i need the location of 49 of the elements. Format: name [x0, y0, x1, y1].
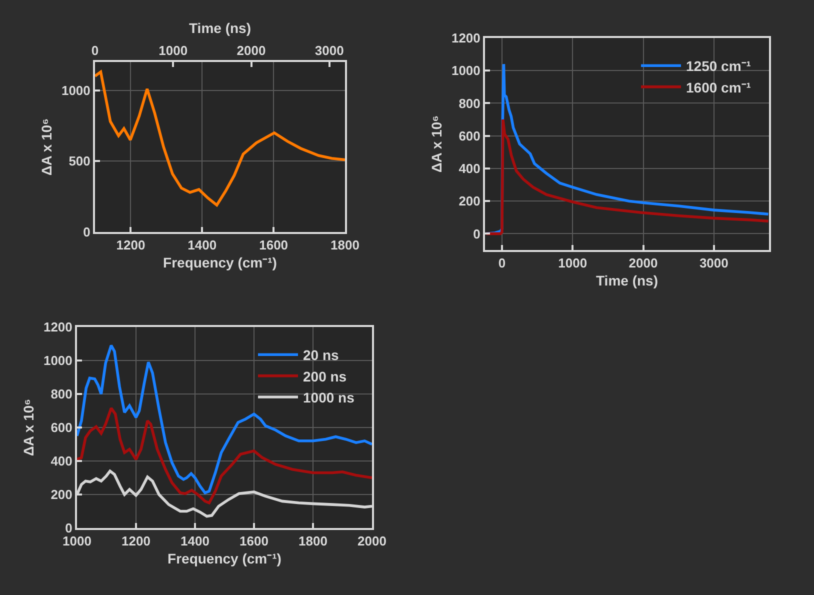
x2-tick-label: 2000: [236, 42, 266, 58]
x-tick-label: 3000: [699, 256, 728, 271]
y-axis-title: ΔA x 10⁶: [428, 115, 445, 173]
x-tick-label: 2000: [358, 534, 386, 549]
x2-tick-label: 3000: [314, 42, 344, 58]
legend-label: 1250 cm⁻¹: [686, 58, 752, 74]
x-tick-label: 1600: [240, 534, 268, 549]
x-tick-label: 1200: [122, 534, 150, 549]
y-tick-label: 400: [458, 161, 480, 176]
y-tick-label: 1200: [43, 320, 72, 335]
y-tick-label: 1200: [451, 30, 480, 46]
x-tick-label: 1400: [180, 534, 210, 549]
x-tick-label: 1200: [116, 238, 146, 253]
x-tick-label: 1000: [558, 256, 588, 271]
y-tick-label: 0: [83, 224, 90, 240]
legend-label: 20 ns: [303, 347, 340, 364]
legend-label: 1600 cm⁻¹: [686, 79, 752, 96]
y-tick-label: 200: [50, 487, 72, 502]
y-tick-label: 0: [65, 520, 72, 536]
y-tick-label: 1000: [43, 353, 72, 368]
y-tick-label: 1000: [451, 63, 480, 78]
line-series: [95, 70, 345, 206]
y-tick-label: 500: [68, 154, 90, 169]
x-tick-label: 2000: [628, 256, 658, 271]
line-series: [77, 406, 372, 504]
y-tick-label: 800: [50, 386, 72, 402]
x-tick-label: 1800: [330, 238, 360, 253]
x2-tick-label: 1000: [158, 42, 188, 58]
y-tick-label: 600: [458, 128, 480, 144]
x-tick-label: 1600: [259, 238, 288, 253]
y-tick-label: 400: [50, 454, 72, 469]
line-series: [77, 344, 372, 494]
legend-label: 1000 ns: [303, 389, 355, 406]
x-axis-title: Time (ns): [596, 272, 658, 288]
legend-label: 200 ns: [303, 368, 347, 384]
y-axis-title: ΔA x 10⁶: [20, 398, 37, 456]
x-tick-label: 0: [498, 256, 506, 271]
y-tick-label: 0: [473, 226, 480, 242]
y-tick-label: 200: [458, 194, 480, 209]
x-axis-title: Frequency (cm⁻¹): [163, 254, 277, 270]
x-tick-label: 1800: [298, 534, 328, 549]
x2-axis-title: Time (ns): [189, 20, 251, 36]
x-tick-label: 1400: [188, 238, 217, 253]
y-tick-label: 800: [458, 96, 480, 111]
y-tick-label: 600: [50, 420, 72, 436]
y-tick-label: 1000: [61, 82, 90, 98]
y-axis-title: ΔA x 10⁶: [38, 118, 55, 176]
line-series: [485, 118, 769, 236]
x-axis-title: Frequency (cm⁻¹): [168, 550, 282, 566]
